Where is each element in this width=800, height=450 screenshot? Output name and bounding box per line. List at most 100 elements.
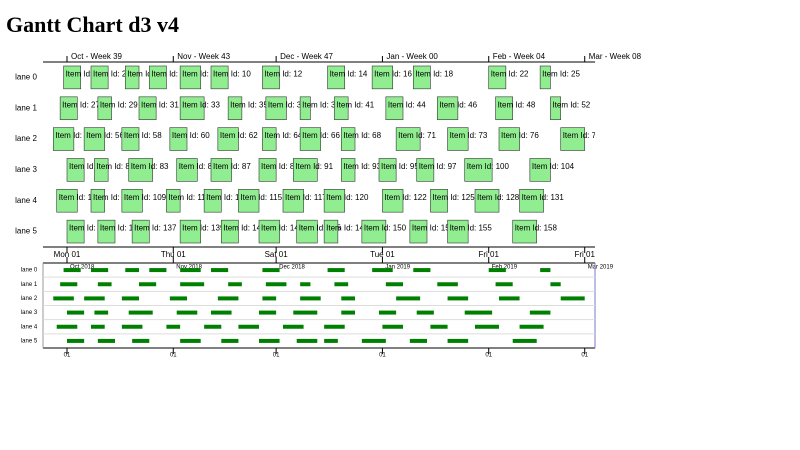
bar-label: Item Id: 100: [467, 162, 510, 171]
bar-label: Item Id: 35: [230, 100, 268, 109]
bar-label: Item Id: 14: [330, 70, 368, 79]
tick-label: Sat 01: [265, 250, 289, 259]
tick-label: Mar - Week 08: [589, 52, 642, 61]
gantt-bar: [63, 65, 82, 90]
mini-bar: [228, 282, 242, 287]
gantt-bar: [447, 219, 469, 244]
gantt-bar: [529, 158, 551, 182]
gantt-bar: [416, 158, 435, 182]
gantt-bar: [131, 219, 150, 244]
mini-bar: [128, 310, 153, 315]
mini-bar: [324, 338, 338, 343]
mini-bar: [560, 296, 585, 301]
gantt-bar: [97, 219, 116, 244]
gantt-bar: [179, 96, 205, 120]
bar-label: Item Id: 139: [182, 224, 225, 233]
tick-label: Fri 01: [478, 250, 499, 259]
mini-lane-label: lane 4: [21, 324, 38, 330]
mini-bar: [67, 338, 85, 343]
gantt-bar: [488, 65, 507, 90]
gantt-bar: [447, 127, 469, 151]
gantt-bar: [258, 219, 280, 244]
mini-bar: [327, 268, 345, 273]
gantt-bar: [474, 189, 500, 213]
bar-label: Item Id: 133: [69, 224, 112, 233]
bar-label: Item Id: 39: [302, 100, 340, 109]
gantt-bar: [560, 127, 586, 151]
gantt-bar: [176, 158, 198, 182]
mini-bar: [430, 324, 448, 329]
mini-bar: [221, 338, 239, 343]
mini-bar: [169, 296, 187, 301]
gantt-bar: [90, 65, 109, 90]
gantt-bar: [296, 219, 318, 244]
gantt-bar: [378, 158, 397, 182]
mini-bar: [341, 310, 355, 315]
bar-label: Item Id: 104: [532, 162, 575, 171]
gantt-bar: [539, 65, 551, 90]
gantt-bar: [217, 127, 239, 151]
bar-label: Item Id: 147: [326, 224, 369, 233]
bar-label: Item Id: 145: [299, 224, 342, 233]
mini-bar: [265, 282, 287, 287]
lane-label: lane 2: [15, 134, 37, 143]
bar-label: Item Id: 66: [302, 131, 340, 140]
gantt-bar: [430, 189, 448, 213]
mini-bar: [121, 324, 143, 329]
mini-bar: [488, 268, 506, 273]
mini-bar: [372, 268, 393, 273]
gantt-bar: [262, 127, 277, 151]
bar-label: Item Id: 0: [66, 70, 100, 79]
gantt-bar: [59, 96, 78, 120]
tick-label: 01: [64, 353, 71, 359]
bar-label: Item Id: 131: [522, 193, 565, 202]
tick-label: 01: [485, 353, 492, 359]
gantt-bar: [299, 127, 322, 151]
bar-label: Item Id: 33: [182, 100, 220, 109]
gantt-bar: [412, 65, 431, 90]
gantt-bar: [227, 96, 243, 120]
mini-bar: [300, 282, 311, 287]
gantt-bar: [409, 219, 428, 244]
bar-label: Item Id: 52: [552, 100, 590, 109]
bar-label: Item Id: 158: [515, 224, 558, 233]
gantt-bar: [97, 96, 112, 120]
mini-bar: [53, 296, 74, 301]
gantt-bar: [83, 127, 106, 151]
mini-bar: [56, 324, 78, 329]
bar-label: Item Id: 44: [388, 100, 426, 109]
gantt-bar: [56, 189, 78, 213]
tick-label: 01: [379, 353, 386, 359]
mini-bar: [283, 324, 304, 329]
mini-bar: [211, 310, 232, 315]
mini-bar: [211, 268, 229, 273]
bar-label: Item Id: 78: [563, 131, 601, 140]
gantt-bar: [166, 189, 181, 213]
mini-bar: [67, 310, 85, 315]
mini-bar: [121, 296, 139, 301]
bar-label: Item Id: 62: [220, 131, 258, 140]
tick-label: 01: [170, 353, 177, 359]
bar-label: Item Id: 71: [398, 131, 436, 140]
mini-bar: [132, 338, 150, 343]
bar-label: Item Id: 91: [295, 162, 333, 171]
bar-label: Item Id: 16: [374, 70, 412, 79]
bar-label: Item Id: 135: [100, 224, 143, 233]
bar-label: Item Id: 128: [477, 193, 520, 202]
mini-bar: [91, 324, 105, 329]
bar-label: Item Id: 4: [127, 70, 161, 79]
bar-label: Item Id: 105: [59, 193, 102, 202]
bar-label: Item Id: 143: [261, 224, 304, 233]
mini-bar: [91, 268, 109, 273]
bar-label: Item Id: 46: [439, 100, 477, 109]
bar-label: Item Id: 37: [268, 100, 306, 109]
bar-label: Item Id: 81: [96, 162, 134, 171]
mini-bar: [293, 310, 318, 315]
gantt-bar: [385, 96, 404, 120]
bar-label: Item Id: 113: [206, 193, 248, 202]
mini-bar: [262, 296, 277, 301]
mini-bar: [149, 268, 167, 273]
bar-label: Item Id: 87: [213, 162, 251, 171]
mini-lane-label: lane 3: [21, 310, 38, 316]
bar-label: Item Id: 79: [69, 162, 107, 171]
